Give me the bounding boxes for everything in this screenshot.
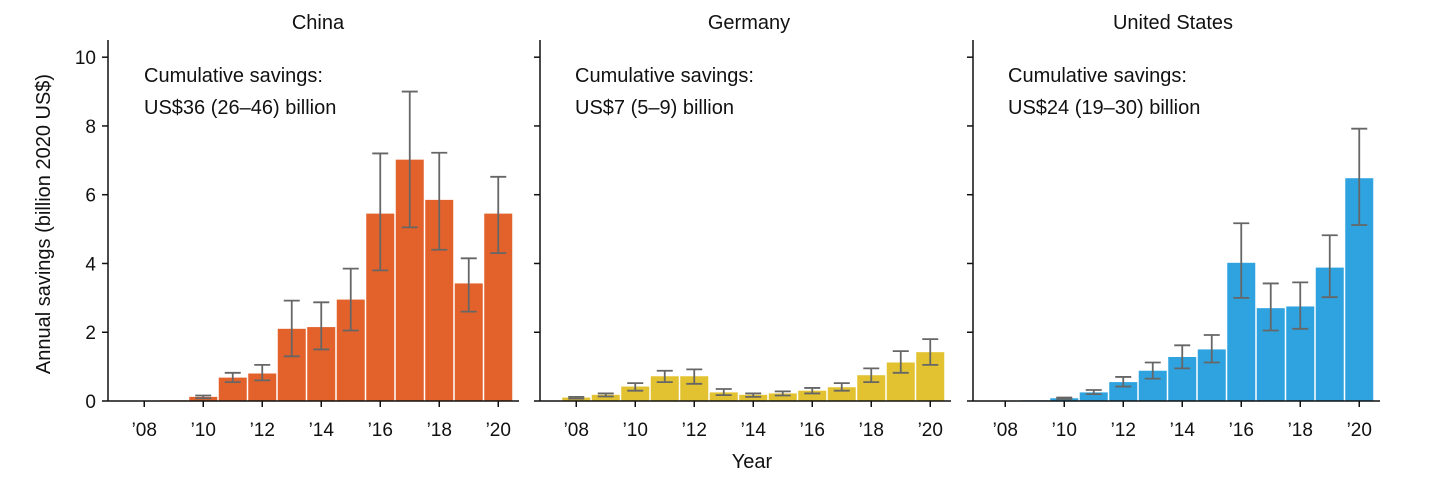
x-tick-label: ’16 [368,420,393,441]
x-tick-label: ’18 [1288,420,1313,441]
annotation-line-1: Cumulative savings: [1008,65,1187,87]
x-tick-label: ’10 [191,420,216,441]
x-tick-label: ’12 [682,420,707,441]
error-bar-2016 [372,152,389,272]
x-tick-label: ’14 [309,420,335,441]
y-tick-label: 10 [75,48,96,69]
error-bar-2014 [313,301,330,351]
error-bar-2012 [686,368,703,385]
x-tick-label: ’20 [486,420,511,441]
panel-title-china: China [292,12,345,34]
x-tick-label: ’18 [427,420,452,441]
bar-2011 [218,377,247,401]
x-tick-label: ’16 [1229,420,1254,441]
error-bar-2016 [804,387,821,395]
x-tick-label: ’10 [1052,420,1077,441]
error-bar-2018 [863,367,880,383]
x-tick-label: ’18 [859,420,884,441]
error-bar-2019 [460,257,477,313]
error-bar-2014 [1174,344,1191,370]
x-tick-label: ’10 [623,420,648,441]
annotation-line-2: US$24 (19–30) billion [1008,97,1200,119]
annotation-line-1: Cumulative savings: [575,65,754,87]
error-bar-2011 [224,371,241,383]
error-bar-2013 [283,299,300,358]
y-axis-label: Annual savings (billion 2020 US$) [33,74,55,374]
error-bar-2018 [1292,281,1309,330]
y-tick-label: 8 [85,117,96,138]
panel-title-united-states: United States [1113,12,1233,34]
error-bar-2010 [1056,396,1073,400]
error-bar-2011 [656,369,673,383]
panel-annotation-germany: Cumulative savings: US$7 (5–9) billion [575,65,754,119]
error-bar-2008 [568,395,585,400]
x-tick-label: ’20 [918,420,943,441]
error-bar-2020 [490,175,507,255]
error-bar-2012 [1115,376,1132,388]
error-bar-2013 [1144,361,1161,380]
x-axis-label: Year [732,451,773,473]
error-bar-2019 [1321,234,1338,299]
y-tick-label: 4 [85,254,96,275]
y-tick-label: 2 [85,323,96,344]
error-bar-2015 [342,267,359,332]
error-bar-2018 [431,151,448,251]
x-tick-label: ’16 [800,420,825,441]
error-bar-2010 [627,382,644,392]
x-tick-label: ’12 [250,420,275,441]
error-bar-2017 [401,90,418,229]
x-tick-label: ’20 [1347,420,1372,441]
panel-china: China Cumulative savings: US$36 (26–46) … [75,12,519,441]
bar-2009 [591,394,620,401]
panel-germany: Germany Cumulative savings: US$7 (5–9) b… [534,12,951,441]
error-bar-2014 [745,392,762,398]
bar-2016 [798,390,827,401]
error-bar-2019 [892,350,909,374]
error-bar-2017 [1262,282,1279,332]
x-tick-label: ’12 [1111,420,1136,441]
annotation-line-2: US$7 (5–9) billion [575,97,734,119]
annotation-line-2: US$36 (26–46) billion [144,97,336,119]
bar-2013 [709,392,738,401]
x-tick-label: ’08 [564,420,589,441]
error-bar-2020 [1351,127,1368,226]
y-tick-label: 0 [85,392,96,413]
error-bar-2015 [774,390,791,397]
panel-annotation-united-states: Cumulative savings: US$24 (19–30) billio… [1008,65,1200,119]
x-tick-label: ’08 [993,420,1018,441]
x-tick-label: ’14 [1170,420,1196,441]
y-tick-label: 6 [85,186,96,207]
error-bar-2015 [1203,334,1220,364]
panel-united-states: United States Cumulative savings: US$24 … [967,12,1380,441]
error-bar-2013 [715,388,732,397]
bar-2011 [1079,392,1108,401]
x-tick-label: ’14 [741,420,767,441]
error-bar-2020 [922,338,939,366]
panel-annotation-china: Cumulative savings: US$36 (26–46) billio… [144,65,336,119]
error-bar-2010 [195,394,212,400]
bar-2015 [768,393,797,401]
error-bar-2017 [833,382,850,392]
x-tick-label: ’08 [132,420,157,441]
annotation-line-1: Cumulative savings: [144,65,323,87]
error-bar-2011 [1085,389,1102,396]
panel-title-germany: Germany [708,12,790,34]
error-bar-2016 [1233,222,1250,299]
error-bar-2012 [254,363,271,382]
bar-2014 [739,394,768,401]
error-bar-2009 [597,392,614,398]
